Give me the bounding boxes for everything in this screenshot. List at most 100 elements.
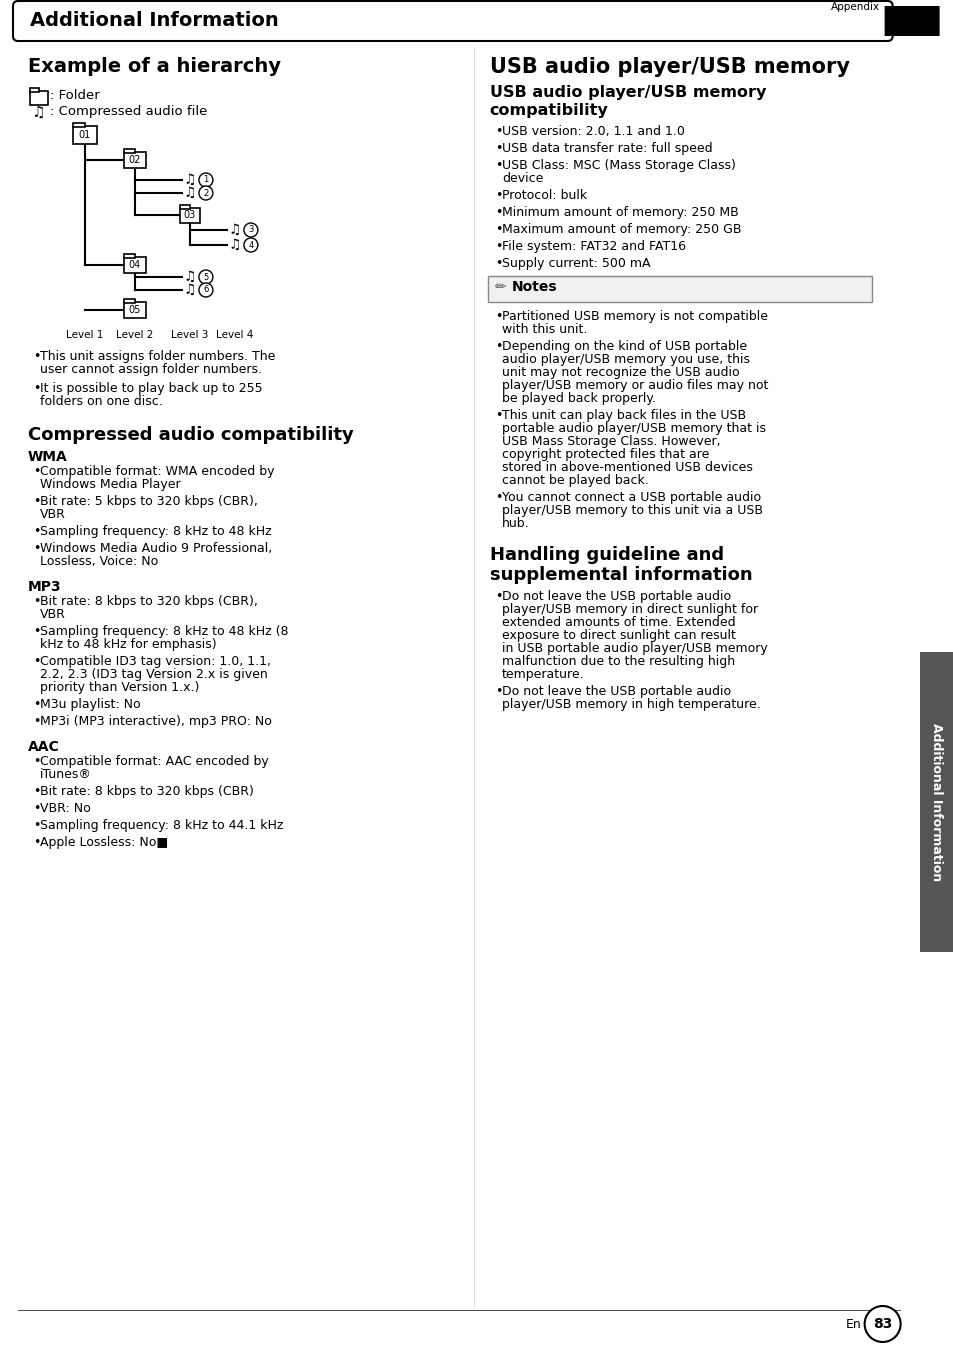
Circle shape (244, 238, 257, 251)
Text: •: • (33, 786, 40, 798)
Circle shape (199, 187, 213, 200)
Text: Depending on the kind of USB portable: Depending on the kind of USB portable (501, 339, 746, 353)
Text: exposure to direct sunlight can result: exposure to direct sunlight can result (501, 629, 735, 642)
Text: •: • (33, 525, 40, 538)
Text: Bit rate: 5 kbps to 320 kbps (CBR),: Bit rate: 5 kbps to 320 kbps (CBR), (40, 495, 257, 508)
Circle shape (199, 173, 213, 187)
Text: Level 1: Level 1 (66, 330, 104, 339)
Text: USB version: 2.0, 1.1 and 1.0: USB version: 2.0, 1.1 and 1.0 (501, 124, 684, 138)
Text: •: • (495, 124, 501, 138)
Text: player/USB memory or audio files may not: player/USB memory or audio files may not (501, 379, 767, 392)
Text: VBR: VBR (40, 508, 66, 521)
Text: ✏: ✏ (495, 280, 506, 293)
Bar (124, 257, 146, 273)
Text: You cannot connect a USB portable audio: You cannot connect a USB portable audio (501, 491, 760, 504)
Text: : Compressed audio file: : Compressed audio file (50, 105, 207, 118)
Text: •: • (33, 625, 40, 638)
Text: •: • (33, 542, 40, 556)
Text: Level 4: Level 4 (216, 330, 253, 339)
Text: portable audio player/USB memory that is: portable audio player/USB memory that is (501, 422, 765, 435)
Bar (919, 652, 953, 952)
Text: It is possible to play back up to 255: It is possible to play back up to 255 (40, 383, 262, 395)
Text: 2.2, 2.3 (ID3 tag Version 2.x is given: 2.2, 2.3 (ID3 tag Version 2.x is given (40, 668, 268, 681)
Text: •: • (495, 491, 501, 504)
Text: •: • (33, 819, 40, 831)
Text: Windows Media Player: Windows Media Player (40, 479, 180, 491)
Text: Example of a hierarchy: Example of a hierarchy (28, 57, 281, 76)
Circle shape (244, 223, 257, 237)
Text: 01: 01 (79, 130, 91, 141)
Text: •: • (33, 495, 40, 508)
Text: Level 3: Level 3 (171, 330, 209, 339)
Text: Minimum amount of memory: 250 MB: Minimum amount of memory: 250 MB (501, 206, 738, 219)
Text: •: • (495, 257, 501, 270)
Text: 5: 5 (203, 273, 209, 281)
Text: Partitioned USB memory is not compatible: Partitioned USB memory is not compatible (501, 310, 767, 323)
Text: device: device (501, 172, 542, 185)
Text: Compatible format: WMA encoded by: Compatible format: WMA encoded by (40, 465, 274, 479)
Text: •: • (495, 189, 501, 201)
Circle shape (863, 1306, 900, 1343)
Text: VBR: No: VBR: No (40, 802, 91, 815)
Text: Supply current: 500 mA: Supply current: 500 mA (501, 257, 650, 270)
Circle shape (199, 270, 213, 284)
Bar (124, 299, 134, 303)
Text: iTunes®: iTunes® (40, 768, 91, 781)
Text: folders on one disc.: folders on one disc. (40, 395, 163, 408)
Text: supplemental information: supplemental information (489, 566, 752, 584)
Bar (124, 149, 134, 153)
Text: Handling guideline and: Handling guideline and (489, 546, 723, 564)
Text: •: • (33, 836, 40, 849)
Text: En: En (845, 1317, 861, 1330)
Text: This unit assigns folder numbers. The: This unit assigns folder numbers. The (40, 350, 275, 362)
Bar (180, 204, 190, 208)
FancyBboxPatch shape (30, 91, 48, 105)
Text: Additional Information: Additional Information (30, 12, 278, 31)
Text: ♫: ♫ (184, 187, 196, 200)
Text: •: • (495, 410, 501, 422)
Text: •: • (495, 206, 501, 219)
Text: ♫: ♫ (30, 105, 45, 120)
Text: Do not leave the USB portable audio: Do not leave the USB portable audio (501, 589, 730, 603)
Text: USB Mass Storage Class. However,: USB Mass Storage Class. However, (501, 435, 720, 448)
Text: •: • (33, 654, 40, 668)
FancyBboxPatch shape (883, 5, 939, 37)
Text: Sampling frequency: 8 kHz to 44.1 kHz: Sampling frequency: 8 kHz to 44.1 kHz (40, 819, 283, 831)
Text: •: • (33, 715, 40, 727)
Text: Additional Information: Additional Information (929, 723, 943, 882)
Text: player/USB memory to this unit via a USB: player/USB memory to this unit via a USB (501, 504, 762, 516)
Text: USB Class: MSC (Mass Storage Class): USB Class: MSC (Mass Storage Class) (501, 160, 735, 172)
Text: •: • (33, 350, 40, 362)
Text: : Folder: : Folder (50, 89, 100, 101)
Text: •: • (495, 223, 501, 237)
Text: user cannot assign folder numbers.: user cannot assign folder numbers. (40, 362, 262, 376)
Text: 02: 02 (129, 155, 141, 165)
Text: •: • (495, 685, 501, 698)
Text: ♫: ♫ (229, 223, 241, 237)
Text: Appendix: Appendix (830, 1, 879, 12)
Text: Bit rate: 8 kbps to 320 kbps (CBR): Bit rate: 8 kbps to 320 kbps (CBR) (40, 786, 253, 798)
Text: with this unit.: with this unit. (501, 323, 586, 337)
Text: copyright protected files that are: copyright protected files that are (501, 448, 708, 461)
Text: compatibility: compatibility (489, 103, 608, 118)
Text: •: • (495, 339, 501, 353)
Text: MP3: MP3 (28, 580, 62, 594)
Text: player/USB memory in high temperature.: player/USB memory in high temperature. (501, 698, 760, 711)
Text: •: • (33, 754, 40, 768)
Text: 2: 2 (203, 188, 209, 197)
Text: •: • (33, 802, 40, 815)
Text: USB audio player/USB memory: USB audio player/USB memory (489, 85, 765, 100)
Text: temperature.: temperature. (501, 668, 584, 681)
Text: unit may not recognize the USB audio: unit may not recognize the USB audio (501, 366, 739, 379)
Text: WMA: WMA (28, 450, 68, 464)
Text: •: • (33, 698, 40, 711)
FancyBboxPatch shape (30, 88, 39, 92)
Text: Compatible format: AAC encoded by: Compatible format: AAC encoded by (40, 754, 269, 768)
Text: 05: 05 (129, 306, 141, 315)
Text: AAC: AAC (28, 740, 60, 754)
Text: 1: 1 (203, 176, 209, 184)
Text: cannot be played back.: cannot be played back. (501, 475, 648, 487)
Text: File system: FAT32 and FAT16: File system: FAT32 and FAT16 (501, 241, 685, 253)
Text: Lossless, Voice: No: Lossless, Voice: No (40, 556, 158, 568)
Text: Notes: Notes (511, 280, 557, 293)
